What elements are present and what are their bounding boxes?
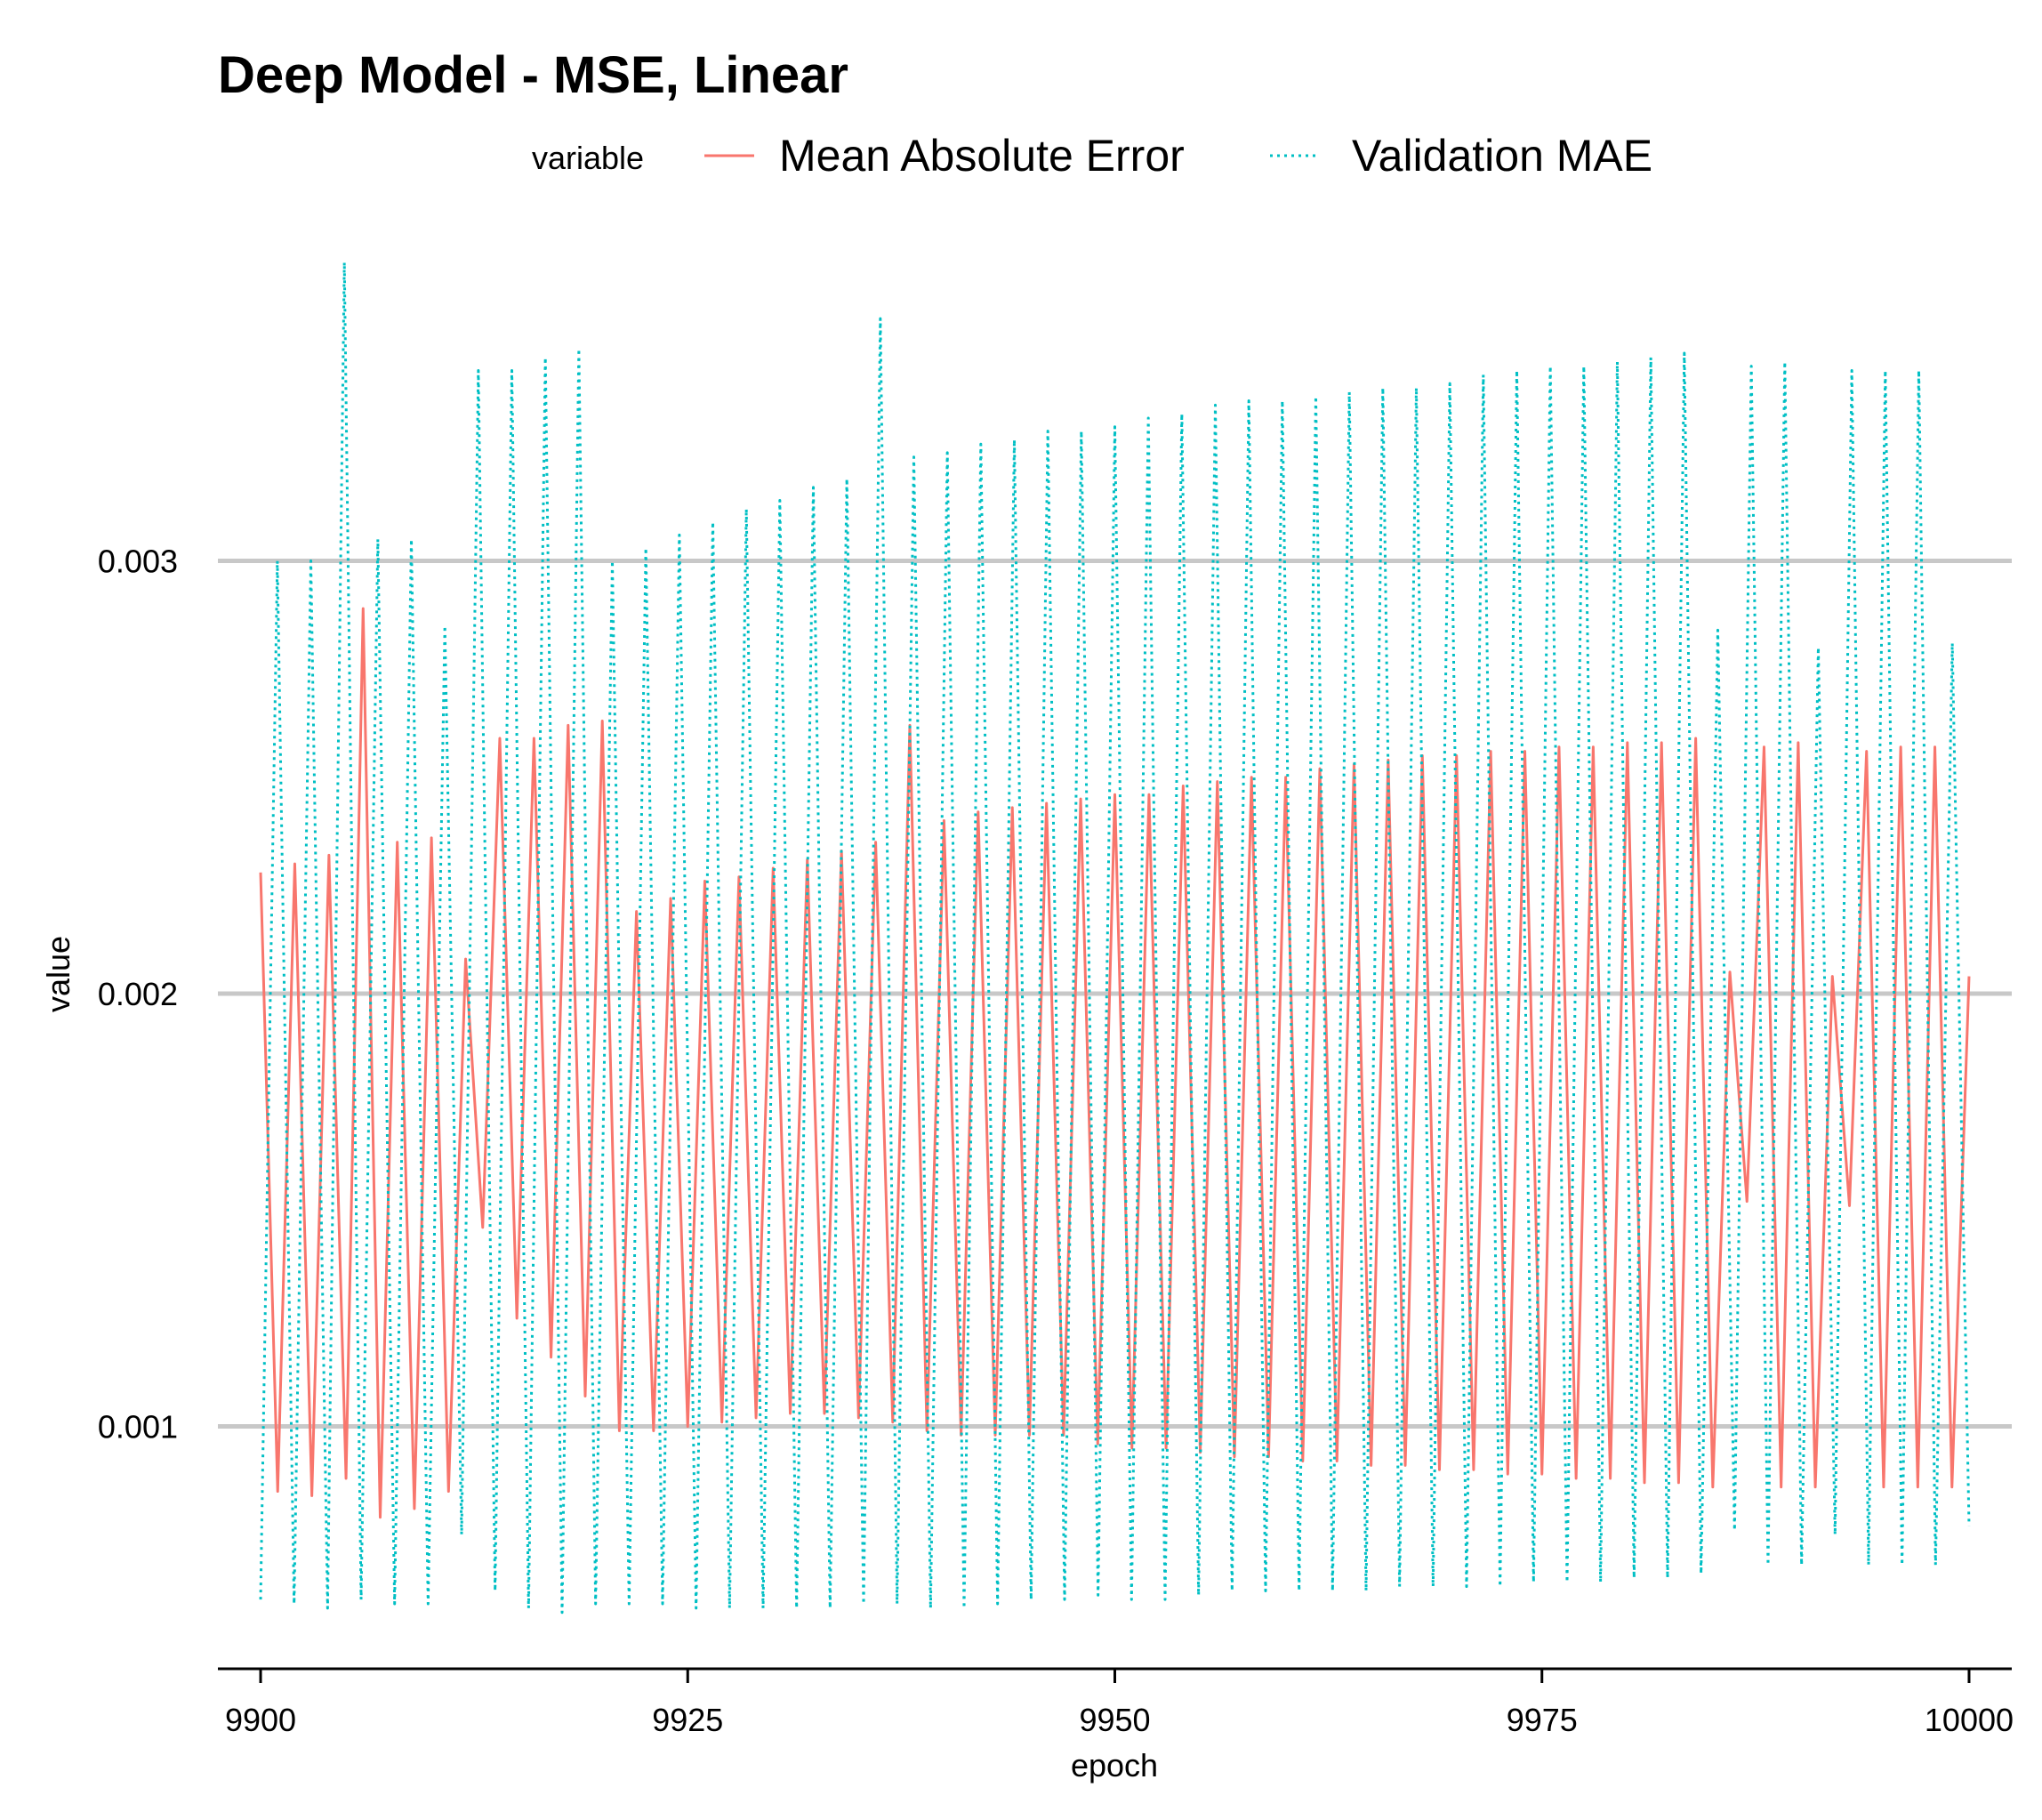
x-axis-title: epoch <box>1071 1747 1158 1784</box>
x-tick-label-9900: 9900 <box>225 1702 296 1738</box>
y-tick-label-0-001: 0.001 <box>98 1409 178 1446</box>
x-tick-label-9925: 9925 <box>652 1702 723 1738</box>
legend-label-mean-absolute-error: Mean Absolute Error <box>779 131 1185 181</box>
y-tick-label-0-002: 0.002 <box>98 976 178 1012</box>
y-tick-label-0-003: 0.003 <box>98 544 178 580</box>
series-lines <box>259 261 1971 1615</box>
series-line-mean-absolute-error <box>259 607 1971 1519</box>
gridlines <box>218 559 2012 1429</box>
series-line-validation-mae <box>259 261 1971 1615</box>
x-tick-label-10000: 10000 <box>1925 1702 2014 1738</box>
legend-label-validation-mae: Validation MAE <box>1352 131 1652 181</box>
y-axis-title: value <box>40 936 76 1012</box>
x-tick-label-9950: 9950 <box>1079 1702 1150 1738</box>
chart-title: Deep Model - MSE, Linear <box>218 46 848 104</box>
y-tick-labels: 0.001 0.002 0.003 <box>98 544 178 1446</box>
x-axis: 9900 9925 9950 9975 10000 <box>218 1667 2014 1738</box>
x-tick-label-9975: 9975 <box>1507 1702 1578 1738</box>
legend-title: variable <box>532 140 644 176</box>
legend: variable Mean Absolute Error Validation … <box>532 131 1652 181</box>
